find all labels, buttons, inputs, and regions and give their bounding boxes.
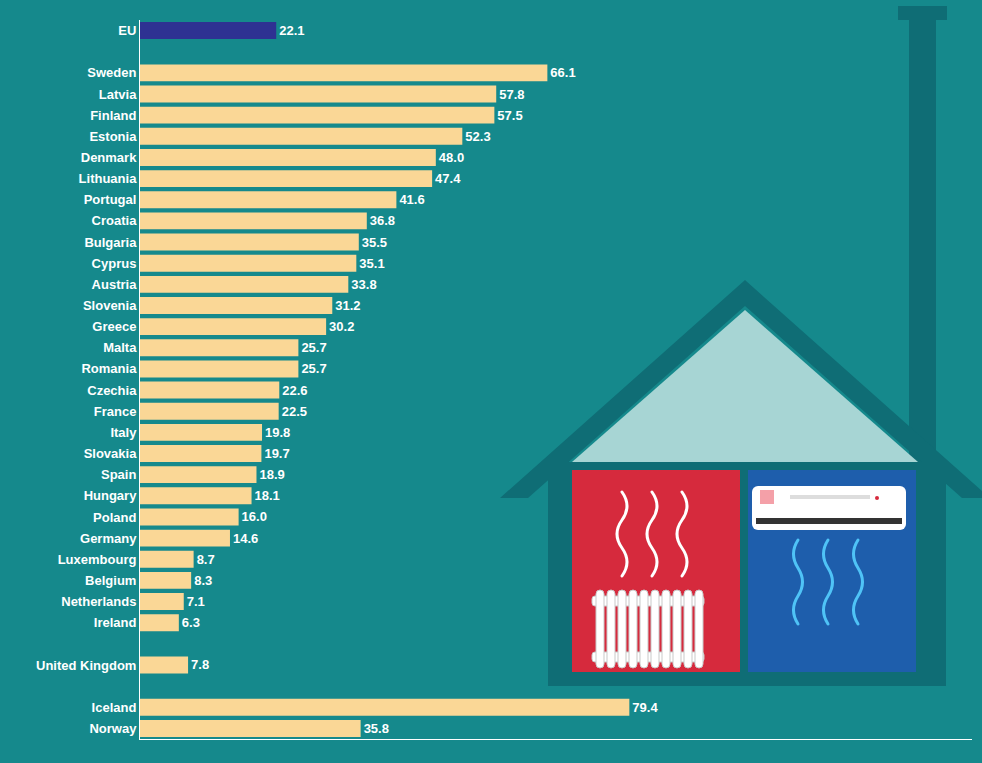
svg-text:22.6: 22.6 xyxy=(282,383,307,398)
svg-text:Belgium: Belgium xyxy=(85,573,136,588)
svg-text:Romania: Romania xyxy=(81,361,137,376)
svg-text:Spain: Spain xyxy=(101,467,136,482)
svg-text:Norway: Norway xyxy=(89,721,137,736)
svg-text:Croatia: Croatia xyxy=(92,213,138,228)
svg-text:Finland: Finland xyxy=(90,108,136,123)
svg-text:Sweden: Sweden xyxy=(87,65,136,80)
svg-text:Germany: Germany xyxy=(80,531,137,546)
svg-text:25.7: 25.7 xyxy=(301,340,326,355)
svg-text:Cyprus: Cyprus xyxy=(92,256,137,271)
svg-text:7.1: 7.1 xyxy=(187,594,205,609)
svg-text:22.5: 22.5 xyxy=(282,404,307,419)
svg-text:19.7: 19.7 xyxy=(264,446,289,461)
svg-text:France: France xyxy=(94,404,137,419)
svg-text:18.9: 18.9 xyxy=(259,467,284,482)
svg-text:8.3: 8.3 xyxy=(194,573,212,588)
svg-text:8.7: 8.7 xyxy=(197,552,215,567)
svg-text:52.3: 52.3 xyxy=(465,129,490,144)
svg-text:47.4: 47.4 xyxy=(435,171,461,186)
svg-text:22.1: 22.1 xyxy=(279,23,304,38)
svg-text:United Kingdom: United Kingdom xyxy=(36,658,136,673)
svg-text:Ireland: Ireland xyxy=(94,615,137,630)
svg-text:Lithuania: Lithuania xyxy=(79,171,138,186)
svg-text:14.6: 14.6 xyxy=(233,531,258,546)
svg-text:Italy: Italy xyxy=(110,425,137,440)
svg-text:Netherlands: Netherlands xyxy=(61,594,136,609)
svg-text:Estonia: Estonia xyxy=(89,129,137,144)
svg-text:66.1: 66.1 xyxy=(550,65,575,80)
svg-text:57.5: 57.5 xyxy=(497,108,522,123)
svg-text:Czechia: Czechia xyxy=(87,383,137,398)
svg-text:18.1: 18.1 xyxy=(255,488,280,503)
svg-text:35.1: 35.1 xyxy=(359,256,384,271)
svg-text:Austria: Austria xyxy=(92,277,138,292)
svg-text:Poland: Poland xyxy=(93,510,136,525)
svg-text:Luxembourg: Luxembourg xyxy=(58,552,137,567)
svg-text:Slovenia: Slovenia xyxy=(83,298,137,313)
svg-text:7.8: 7.8 xyxy=(191,657,209,672)
svg-text:33.8: 33.8 xyxy=(351,277,376,292)
svg-text:Portugal: Portugal xyxy=(84,192,137,207)
svg-text:25.7: 25.7 xyxy=(301,361,326,376)
svg-text:Greece: Greece xyxy=(92,319,136,334)
svg-text:35.8: 35.8 xyxy=(364,721,389,736)
svg-text:36.8: 36.8 xyxy=(370,213,395,228)
svg-text:6.3: 6.3 xyxy=(182,615,200,630)
svg-text:35.5: 35.5 xyxy=(362,235,387,250)
svg-text:57.8: 57.8 xyxy=(499,87,524,102)
svg-text:Malta: Malta xyxy=(103,340,137,355)
svg-text:Slovakia: Slovakia xyxy=(84,446,138,461)
svg-text:Hungary: Hungary xyxy=(84,488,138,503)
svg-text:30.2: 30.2 xyxy=(329,319,354,334)
svg-text:Latvia: Latvia xyxy=(99,87,137,102)
svg-text:19.8: 19.8 xyxy=(265,425,290,440)
svg-text:Denmark: Denmark xyxy=(81,150,137,165)
svg-text:Iceland: Iceland xyxy=(92,700,137,715)
svg-text:EU: EU xyxy=(118,23,136,38)
svg-text:48.0: 48.0 xyxy=(439,150,464,165)
svg-text:41.6: 41.6 xyxy=(399,192,424,207)
svg-text:Bulgaria: Bulgaria xyxy=(84,235,137,250)
svg-text:79.4: 79.4 xyxy=(632,700,658,715)
svg-text:31.2: 31.2 xyxy=(335,298,360,313)
svg-text:16.0: 16.0 xyxy=(242,509,267,524)
